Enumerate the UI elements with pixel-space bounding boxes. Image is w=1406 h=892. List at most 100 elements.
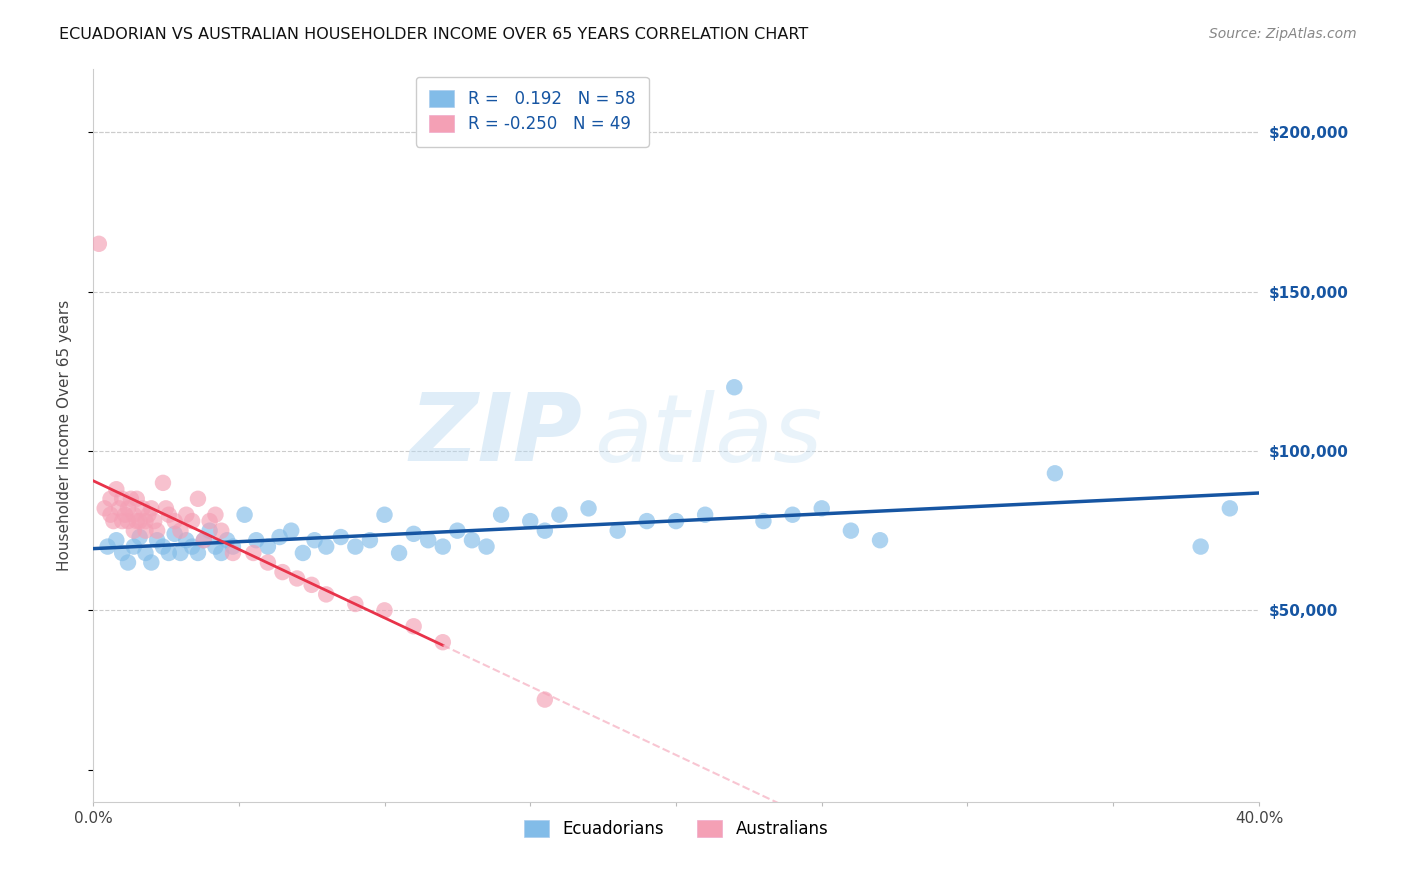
Point bbox=[329, 530, 352, 544]
Point bbox=[418, 533, 440, 548]
Point bbox=[245, 533, 267, 548]
Text: ZIP: ZIP bbox=[409, 389, 582, 481]
Point bbox=[304, 533, 326, 548]
Point bbox=[204, 508, 226, 522]
Text: ECUADORIAN VS AUSTRALIAN HOUSEHOLDER INCOME OVER 65 YEARS CORRELATION CHART: ECUADORIAN VS AUSTRALIAN HOUSEHOLDER INC… bbox=[59, 27, 808, 42]
Point bbox=[93, 501, 115, 516]
Point bbox=[174, 508, 197, 522]
Point bbox=[97, 540, 120, 554]
Point bbox=[402, 619, 425, 633]
Point bbox=[122, 540, 145, 554]
Point bbox=[344, 540, 367, 554]
Point bbox=[198, 514, 221, 528]
Point bbox=[146, 524, 169, 538]
Point bbox=[125, 514, 148, 528]
Point bbox=[285, 572, 308, 586]
Point bbox=[1219, 501, 1241, 516]
Point bbox=[100, 508, 122, 522]
Point bbox=[269, 530, 291, 544]
Point bbox=[134, 524, 156, 538]
Point bbox=[636, 514, 658, 528]
Point bbox=[111, 491, 134, 506]
Point bbox=[315, 587, 337, 601]
Point bbox=[193, 533, 215, 548]
Point bbox=[122, 524, 145, 538]
Point bbox=[578, 501, 600, 516]
Point bbox=[105, 482, 128, 496]
Text: Source: ZipAtlas.com: Source: ZipAtlas.com bbox=[1209, 27, 1357, 41]
Text: atlas: atlas bbox=[595, 390, 823, 481]
Point bbox=[301, 578, 323, 592]
Point bbox=[122, 508, 145, 522]
Point bbox=[782, 508, 804, 522]
Point bbox=[533, 524, 555, 538]
Point bbox=[152, 540, 174, 554]
Point bbox=[114, 508, 136, 522]
Point bbox=[665, 514, 688, 528]
Point bbox=[446, 524, 468, 538]
Point bbox=[606, 524, 628, 538]
Point bbox=[134, 546, 156, 560]
Point bbox=[108, 501, 131, 516]
Point bbox=[752, 514, 775, 528]
Point bbox=[163, 526, 186, 541]
Point bbox=[117, 556, 139, 570]
Point bbox=[141, 556, 163, 570]
Point bbox=[204, 540, 226, 554]
Point bbox=[146, 533, 169, 548]
Point bbox=[117, 514, 139, 528]
Point bbox=[128, 530, 150, 544]
Point bbox=[125, 491, 148, 506]
Point bbox=[402, 526, 425, 541]
Point bbox=[157, 508, 180, 522]
Point bbox=[475, 540, 498, 554]
Point bbox=[695, 508, 717, 522]
Point bbox=[315, 540, 337, 554]
Point bbox=[1189, 540, 1212, 554]
Point bbox=[152, 475, 174, 490]
Point bbox=[134, 514, 156, 528]
Point bbox=[111, 514, 134, 528]
Point bbox=[217, 533, 239, 548]
Legend: Ecuadorians, Australians: Ecuadorians, Australians bbox=[517, 813, 835, 845]
Point bbox=[271, 565, 294, 579]
Point bbox=[169, 524, 191, 538]
Point bbox=[117, 501, 139, 516]
Point bbox=[344, 597, 367, 611]
Point bbox=[257, 556, 280, 570]
Point bbox=[209, 546, 232, 560]
Point bbox=[1043, 467, 1066, 481]
Point bbox=[143, 514, 166, 528]
Y-axis label: Householder Income Over 65 years: Householder Income Over 65 years bbox=[58, 300, 72, 571]
Point bbox=[291, 546, 314, 560]
Point bbox=[163, 514, 186, 528]
Point bbox=[141, 501, 163, 516]
Point bbox=[839, 524, 862, 538]
Point bbox=[489, 508, 512, 522]
Point bbox=[138, 508, 160, 522]
Point bbox=[723, 380, 745, 394]
Point bbox=[432, 540, 454, 554]
Point bbox=[187, 546, 209, 560]
Point bbox=[131, 501, 153, 516]
Point bbox=[193, 533, 215, 548]
Point bbox=[105, 533, 128, 548]
Point bbox=[198, 524, 221, 538]
Point bbox=[155, 501, 177, 516]
Point bbox=[359, 533, 381, 548]
Point bbox=[174, 533, 197, 548]
Point bbox=[242, 546, 264, 560]
Point bbox=[373, 508, 395, 522]
Point bbox=[128, 514, 150, 528]
Point bbox=[519, 514, 541, 528]
Point bbox=[810, 501, 832, 516]
Point bbox=[280, 524, 302, 538]
Point bbox=[181, 540, 204, 554]
Point bbox=[461, 533, 484, 548]
Point bbox=[209, 524, 232, 538]
Point bbox=[120, 491, 142, 506]
Point bbox=[222, 540, 245, 554]
Point bbox=[181, 514, 204, 528]
Point bbox=[187, 491, 209, 506]
Point bbox=[222, 546, 245, 560]
